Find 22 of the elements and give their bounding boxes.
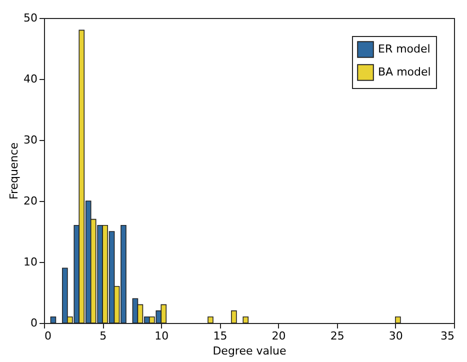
x-tick-label: 0 bbox=[44, 330, 52, 342]
y-tick-label: 50 bbox=[24, 12, 38, 24]
x-tick-label: 20 bbox=[272, 330, 286, 342]
x-tick-label: 25 bbox=[330, 330, 344, 342]
x-tick-label: 10 bbox=[154, 330, 169, 342]
x-axis-title: Degree value bbox=[212, 344, 287, 358]
x-tick-label: 15 bbox=[213, 330, 228, 342]
bar bbox=[231, 310, 237, 324]
bar bbox=[242, 316, 249, 324]
legend-label: ER model bbox=[378, 42, 430, 56]
y-tick-label: 10 bbox=[24, 256, 38, 268]
y-tick-label: 20 bbox=[24, 194, 38, 208]
bar bbox=[50, 316, 56, 324]
x-tick-label: 30 bbox=[388, 330, 403, 342]
bar bbox=[208, 316, 214, 324]
x-tick-label: 35 bbox=[440, 330, 454, 342]
y-tick-label: 30 bbox=[24, 134, 38, 146]
y-tick-label: 40 bbox=[24, 72, 38, 86]
legend-label: BA model bbox=[378, 66, 431, 78]
y-tick-label: 0 bbox=[30, 316, 38, 330]
x-tick-label: 5 bbox=[100, 330, 107, 342]
y-axis-title: Frequence bbox=[8, 142, 21, 200]
